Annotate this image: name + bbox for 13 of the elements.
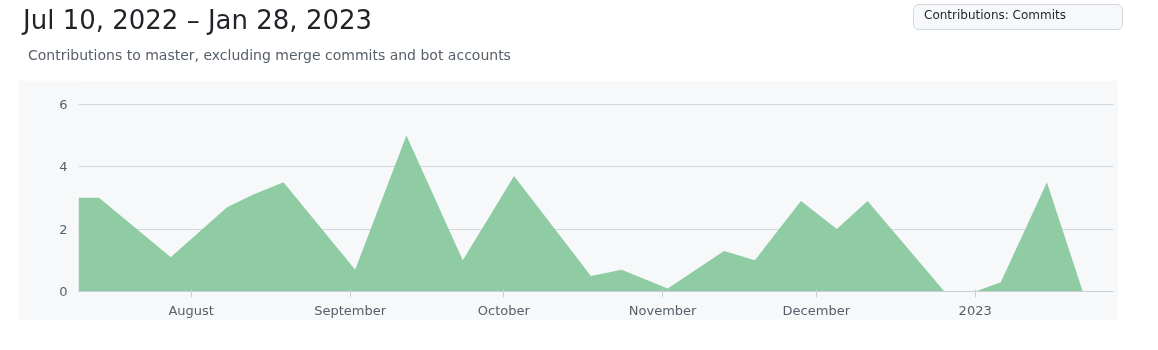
x-tick-label: 2023 xyxy=(958,302,992,318)
x-tick-label: November xyxy=(628,302,698,318)
y-tick-label: 4 xyxy=(59,159,68,175)
chart-subtitle: Contributions to master, excluding merge commits and bot accounts xyxy=(28,46,511,65)
y-tick-label: 2 xyxy=(59,221,68,237)
x-tick-label: September xyxy=(314,302,387,318)
x-tick-label: October xyxy=(477,302,531,318)
text: Contributions: Commits xyxy=(924,7,1067,24)
x-tick-label: August xyxy=(168,302,214,318)
y-tick-label: 0 xyxy=(59,284,68,299)
chart-title: Jul 10, 2022 – Jan 28, 2023 xyxy=(23,4,373,37)
x-tick-label: December xyxy=(782,302,851,318)
y-tick-label: 6 xyxy=(59,96,68,112)
